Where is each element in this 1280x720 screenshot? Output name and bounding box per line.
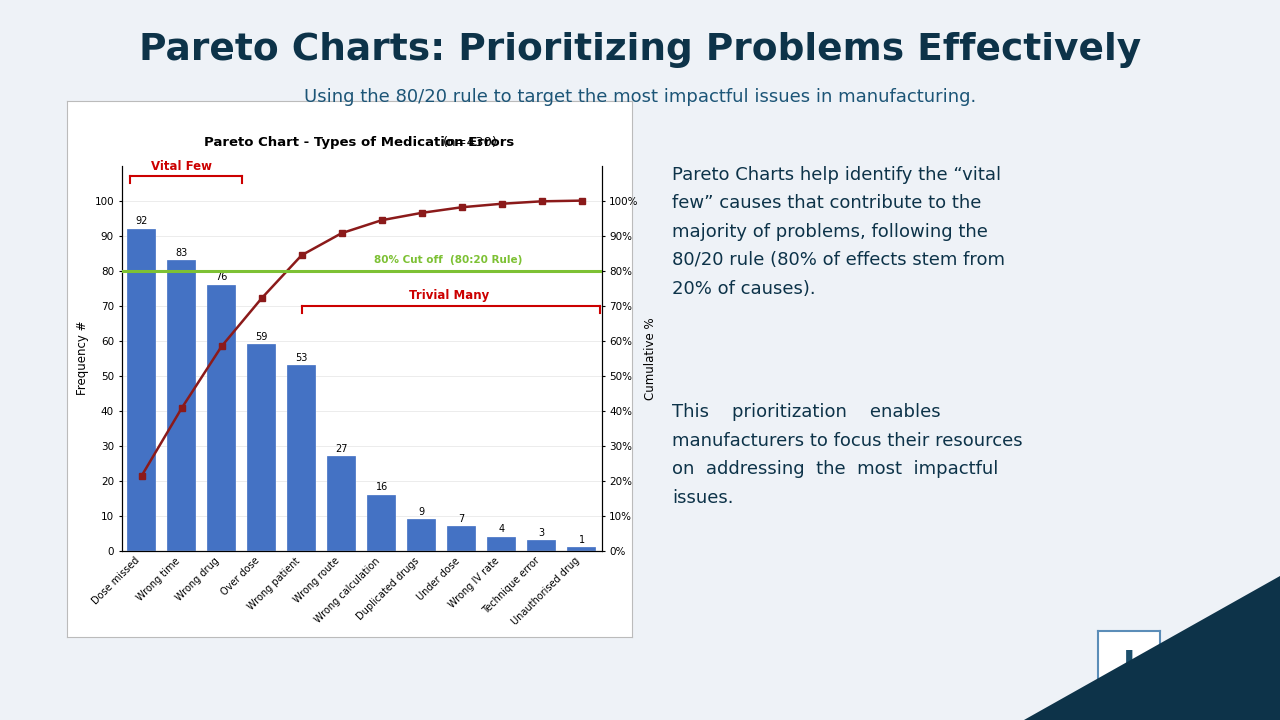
Bar: [567, 547, 596, 551]
Bar: [447, 526, 476, 551]
Text: Pareto Chart - Types of Medication Errors: Pareto Chart - Types of Medication Error…: [205, 136, 518, 149]
Bar: [488, 537, 516, 551]
Text: 4: 4: [498, 524, 504, 534]
Text: This    prioritization    enables
manufacturers to focus their resources
on  add: This prioritization enables manufacturer…: [672, 403, 1023, 507]
Text: Joltek: Joltek: [1167, 673, 1244, 698]
Text: Pareto Charts: Prioritizing Problems Effectively: Pareto Charts: Prioritizing Problems Eff…: [138, 32, 1142, 68]
Text: 9: 9: [419, 507, 425, 517]
Bar: [247, 344, 276, 551]
Text: J: J: [1123, 649, 1135, 682]
Text: 80% Cut off  (80:20 Rule): 80% Cut off (80:20 Rule): [374, 256, 522, 266]
Bar: [328, 456, 356, 551]
Text: Trivial Many: Trivial Many: [410, 289, 490, 302]
Bar: [168, 260, 196, 551]
Bar: [367, 495, 396, 551]
Bar: [127, 229, 156, 551]
Text: 83: 83: [175, 248, 188, 258]
Text: 27: 27: [335, 444, 348, 454]
Bar: [527, 540, 556, 551]
Bar: [407, 519, 436, 551]
Y-axis label: Cumulative %: Cumulative %: [644, 317, 658, 400]
Text: 7: 7: [458, 514, 465, 524]
Bar: [207, 284, 236, 551]
Text: 3: 3: [539, 528, 545, 538]
Text: Pareto Charts help identify the “vital
few” causes that contribute to the
majori: Pareto Charts help identify the “vital f…: [672, 166, 1005, 297]
Text: Using the 80/20 rule to target the most impactful issues in manufacturing.: Using the 80/20 rule to target the most …: [303, 88, 977, 106]
Text: 92: 92: [136, 216, 147, 226]
Text: 53: 53: [296, 353, 307, 363]
Text: 1: 1: [579, 535, 585, 545]
Text: 76: 76: [215, 272, 228, 282]
Bar: [287, 365, 316, 551]
Text: (n=430): (n=430): [443, 136, 498, 149]
Y-axis label: Frequency #: Frequency #: [76, 321, 88, 395]
Text: Vital Few: Vital Few: [151, 160, 212, 173]
Text: 16: 16: [375, 482, 388, 492]
Text: 59: 59: [256, 332, 268, 342]
